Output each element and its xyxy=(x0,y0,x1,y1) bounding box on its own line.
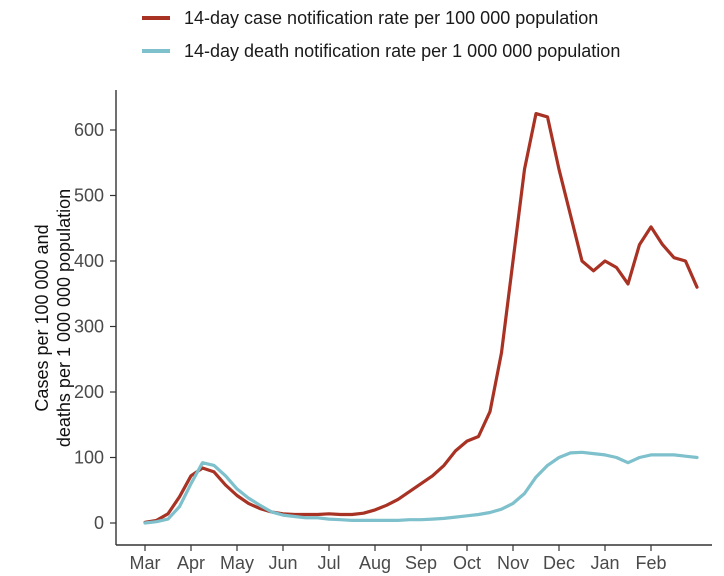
x-tick-label: Jun xyxy=(268,553,297,573)
x-tick-label: Nov xyxy=(497,553,529,573)
x-tick-label: Aug xyxy=(359,553,391,573)
legend-label: 14-day case notification rate per 100 00… xyxy=(184,8,598,28)
x-tick-label: Oct xyxy=(453,553,481,573)
x-tick-label: May xyxy=(220,553,254,573)
x-ticks: Mar Apr May Jun Jul Aug Sep Oct Nov Dec Jan Feb xyxy=(130,545,667,573)
y-tick-label: 600 xyxy=(74,120,104,140)
y-tick-label: 500 xyxy=(74,186,104,206)
y-tick-label: 100 xyxy=(74,448,104,468)
x-tick-label: Feb xyxy=(635,553,666,573)
y-tick-label: 0 xyxy=(94,513,104,533)
series-lines xyxy=(145,114,697,523)
x-tick-label: Jul xyxy=(317,553,340,573)
x-tick-label: Jan xyxy=(590,553,619,573)
legend-label: 14-day death notification rate per 1 000… xyxy=(184,41,620,61)
case-rate-line xyxy=(145,114,697,523)
x-tick-label: Apr xyxy=(177,553,205,573)
x-tick-label: Sep xyxy=(405,553,437,573)
y-ticks: 0 100 200 300 400 500 600 xyxy=(74,120,116,533)
plot-area: 0 100 200 300 400 500 600 Mar Apr May Jun Jul Aug Se… xyxy=(74,90,712,573)
y-axis-label: Cases per 100 000 and deaths per 1 000 00… xyxy=(32,189,74,447)
x-tick-label: Mar xyxy=(130,553,161,573)
y-tick-label: 400 xyxy=(74,251,104,271)
y-tick-label: 200 xyxy=(74,382,104,402)
y-tick-label: 300 xyxy=(74,317,104,337)
y-axis-label-line: Cases per 100 000 and xyxy=(32,224,52,411)
legend: 14-day case notification rate per 100 00… xyxy=(142,8,620,61)
x-tick-label: Dec xyxy=(543,553,575,573)
y-axis-label-line: deaths per 1 000 000 population xyxy=(54,189,74,447)
